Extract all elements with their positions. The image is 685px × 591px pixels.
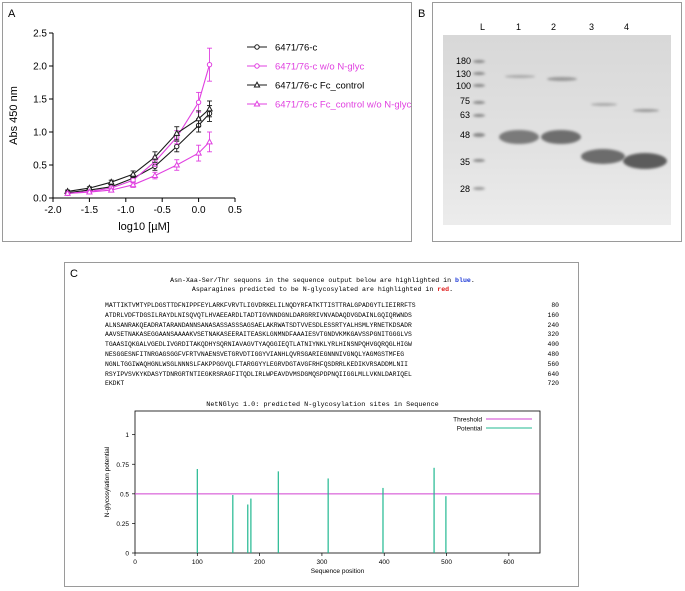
lane-label-4: 4 xyxy=(624,22,630,32)
sequence-line: RSYIPVSVKYKDASYTDNRGRTNTIEGKRSRAGFITQDLI… xyxy=(105,370,412,378)
sequon-header-line1: Asn-Xaa-Ser/Thr sequons in the sequence … xyxy=(170,277,475,284)
protein-sequence: MATTIKTVMTYPLDGSTTDFNIPPFEYLARKFVRVTLIGV… xyxy=(105,301,416,389)
x-axis-title: log10 [µM] xyxy=(118,221,170,233)
data-point xyxy=(174,143,180,150)
x-tick-label: 500 xyxy=(441,559,452,566)
series-line xyxy=(67,108,210,192)
series-line xyxy=(67,64,211,194)
y-tick-label: 0.0 xyxy=(33,194,47,205)
sequence-line: NGNLTGGIWAQHGNLWSGLNNNSLFAKPPGGVQLFTARGG… xyxy=(105,360,408,368)
y-tick-label: 0.5 xyxy=(120,491,129,498)
x-tick-label: 0 xyxy=(133,559,137,566)
legend-label: 6471/76-c xyxy=(275,43,318,54)
x-tick-label: 600 xyxy=(503,559,514,566)
ladder-label: 130 xyxy=(456,69,472,79)
data-point xyxy=(195,114,203,122)
x-tick-label: -2.0 xyxy=(44,205,62,216)
ladder-label: 35 xyxy=(460,157,471,167)
data-point xyxy=(206,138,213,145)
panel-label-a: A xyxy=(8,8,16,20)
data-point xyxy=(206,61,213,68)
x-tick-label: 200 xyxy=(254,559,265,566)
x-tick-label: 0.5 xyxy=(228,205,242,216)
panel-c: Asn-Xaa-Ser/Thr sequons in the sequence … xyxy=(64,262,579,587)
y-tick-label: 2.0 xyxy=(33,62,47,73)
ladder-label: 180 xyxy=(456,56,472,66)
legend-label: Potential xyxy=(457,426,483,433)
data-point xyxy=(151,153,159,160)
x-tick-label: 400 xyxy=(379,559,390,566)
legend-marker xyxy=(253,81,261,88)
data-point xyxy=(107,178,115,185)
data-point xyxy=(195,149,203,156)
legend-marker xyxy=(254,63,260,69)
plot-frame xyxy=(134,410,541,554)
y-tick-label: 1.5 xyxy=(33,95,47,106)
data-point xyxy=(173,161,181,168)
x-tick-label: -1.0 xyxy=(117,205,135,216)
x-tick-label: 300 xyxy=(316,559,327,566)
series-line xyxy=(67,113,210,194)
netnglyc-title: NetNGlyc 1.0: predicted N-glycosylation … xyxy=(206,401,439,409)
y-tick-label: 1.0 xyxy=(33,128,47,139)
x-tick-label: -1.5 xyxy=(81,205,99,216)
y-tick-label: 0.75 xyxy=(116,462,129,469)
sequon-header-line2: Asparagines predicted to be N-glycosylat… xyxy=(191,286,454,293)
y-tick-label: 0.25 xyxy=(116,521,129,528)
panel-label-b: B xyxy=(418,8,426,20)
y-tick-label: 0.5 xyxy=(33,161,47,172)
netnglyc-chart: 0 0.25 0.5 0.75 1 0 100 200 300 400 500 600 N-glycos… xyxy=(104,410,541,575)
data-point xyxy=(151,171,159,179)
lane-label-2: 2 xyxy=(551,22,557,32)
ladder-label: 48 xyxy=(460,130,471,140)
data-point xyxy=(173,129,181,136)
y-axis-title: Abs 450 nm xyxy=(8,86,20,145)
x-tick-label: -0.5 xyxy=(154,205,172,216)
sequence-numbers: 80 160 240 320 400 480 560 640 720 xyxy=(547,302,559,388)
lane-label-3: 3 xyxy=(589,22,595,32)
ladder-label: 63 xyxy=(460,110,471,120)
data-point xyxy=(107,186,115,193)
legend-marker xyxy=(253,100,261,107)
sequence-line: ATDRLVDFTDGSILRAYDLNISQVQTLHVAEEARDLTADT… xyxy=(105,311,412,319)
y-tick-label: 1 xyxy=(125,432,129,439)
ladder-label: 28 xyxy=(460,184,471,194)
y-tick-label: 0 xyxy=(125,551,129,558)
sequence-line: TGAASIQKGALVGEDLIVGRDITAKQDHYSQRNIAVAGVT… xyxy=(105,341,412,349)
panel-label-c: C xyxy=(70,268,78,280)
data-point xyxy=(64,189,71,196)
legend-label: 6471/76-c Fc_control xyxy=(275,81,364,92)
sequence-line: MATTIKTVMTYPLDGSTTDFNIPPFEYLARKFVRVTLIGV… xyxy=(105,302,416,309)
x-tick-label: 100 xyxy=(192,559,203,566)
sequence-line: NESGGESNFITNRGAGSGGFVFRTVNAENSVETGRVDTIG… xyxy=(105,350,405,358)
panel-a: 0.0 0.5 1.0 1.5 2.0 2.5 -2.0 -1.5 -1.0 -0.5 0.0 0.5… xyxy=(2,2,412,242)
sequence-line: AAVSETNAKASEGGAANSAAAAKVSETNAKASEERAITEA… xyxy=(105,331,412,339)
lane-label-ladder: L xyxy=(480,22,486,32)
elisa-chart: 0.0 0.5 1.0 1.5 2.0 2.5 -2.0 -1.5 -1.0 -0.5 0.0 0.5… xyxy=(8,29,411,234)
data-point xyxy=(195,99,202,106)
x-tick-label: 0.0 xyxy=(192,205,206,216)
lane-label-1: 1 xyxy=(516,22,522,32)
legend-label: Threshold xyxy=(453,417,482,424)
data-point xyxy=(85,188,93,195)
ladder-label: 75 xyxy=(460,96,471,106)
data-point xyxy=(129,170,137,177)
ladder-label: 100 xyxy=(456,81,472,91)
y-tick-label: 2.5 xyxy=(33,29,47,40)
legend-label: 6471/76-c Fc_control w/o N-glyc xyxy=(275,100,411,111)
sequence-line: ALNSANRAKQEADRATARANDANNSANASASSASSSAGSA… xyxy=(105,321,412,329)
sequence-line: EKDKT xyxy=(105,380,125,388)
series-line xyxy=(67,141,210,194)
y-axis-title: N-glycosylation potential xyxy=(104,446,111,517)
legend-label: 6471/76-c w/o N-glyc xyxy=(275,62,364,73)
data-point xyxy=(129,180,137,188)
x-axis-title: Sequence position xyxy=(311,568,365,575)
legend-marker xyxy=(254,44,260,50)
data-point xyxy=(206,105,213,112)
sds-page-gel xyxy=(443,35,671,225)
